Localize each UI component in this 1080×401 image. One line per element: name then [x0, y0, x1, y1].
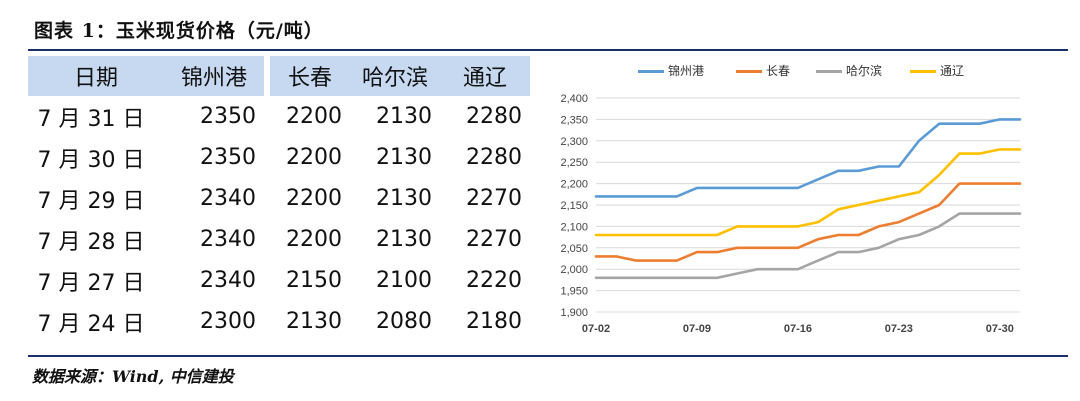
- cell-harbin: 2080: [376, 309, 432, 334]
- y-tick-label: 2,200: [560, 179, 588, 191]
- series-line-0: [594, 118, 1022, 198]
- cell-harbin: 2130: [376, 104, 432, 129]
- legend-swatch: [910, 70, 936, 73]
- legend-swatch: [638, 70, 664, 73]
- top-divider: [28, 49, 1068, 51]
- cell-tongliao: 2220: [466, 268, 522, 293]
- legend-label: 锦州港: [668, 64, 705, 78]
- cell-jinzhou: 2300: [200, 309, 256, 334]
- table-row: 7 月 27 日 2340 2150 2100 2220: [28, 260, 530, 301]
- cell-changchun: 2200: [286, 104, 342, 129]
- legend-item-jinzhou: 锦州港: [638, 62, 704, 79]
- y-tick-label: 2,100: [560, 221, 588, 233]
- cell-date: 7 月 24 日: [37, 311, 145, 337]
- legend-item-changchun: 长春: [736, 62, 790, 79]
- figure-title: 图表 1：玉米现货价格（元/吨）: [34, 20, 324, 42]
- cell-changchun: 2200: [286, 227, 342, 252]
- header-tongliao: 通辽: [440, 56, 530, 96]
- price-chart: 锦州港 长春 哈尔滨 通辽 1,900 1,950 2,000 2,050 2,100 2…: [540, 58, 1070, 348]
- legend-item-tongliao: 通辽: [910, 62, 964, 79]
- y-tick-label: 2,250: [560, 157, 588, 169]
- header-harbin: 哈尔滨: [350, 56, 440, 96]
- table-row: 7 月 30 日 2350 2200 2130 2280: [28, 137, 530, 178]
- cell-harbin: 2130: [376, 186, 432, 211]
- legend-swatch: [816, 70, 842, 73]
- x-tick-label: 07-16: [784, 323, 812, 335]
- price-table: 日期 锦州港 长春 哈尔滨 通辽 7 月 31 日 2350 2200 2130…: [28, 56, 530, 342]
- cell-changchun: 2130: [286, 309, 342, 334]
- y-tick-label: 2,000: [560, 264, 588, 276]
- cell-jinzhou: 2340: [200, 186, 256, 211]
- header-gap: [264, 56, 270, 96]
- x-tick-label: 07-30: [986, 323, 1014, 335]
- cell-harbin: 2130: [376, 145, 432, 170]
- table-row: 7 月 31 日 2350 2200 2130 2280: [28, 96, 530, 137]
- y-tick-label: 2,300: [560, 136, 588, 148]
- table-row: 7 月 24 日 2300 2130 2080 2180: [28, 301, 530, 342]
- chart-legend: 锦州港 长春 哈尔滨 通辽: [540, 58, 1070, 82]
- x-tick-label: 07-23: [885, 323, 913, 335]
- y-tick-label: 1,900: [560, 307, 588, 319]
- y-tick-label: 2,400: [560, 93, 588, 105]
- cell-jinzhou: 2340: [200, 268, 256, 293]
- cell-changchun: 2200: [286, 145, 342, 170]
- y-tick-label: 1,950: [560, 286, 588, 298]
- legend-label: 哈尔滨: [846, 64, 883, 78]
- header-changchun: 长春: [270, 56, 350, 96]
- series-line-1: [594, 182, 1022, 262]
- cell-tongliao: 2280: [466, 145, 522, 170]
- cell-jinzhou: 2350: [200, 104, 256, 129]
- cell-jinzhou: 2340: [200, 227, 256, 252]
- series-line-2: [594, 212, 1022, 280]
- cell-date: 7 月 28 日: [37, 229, 145, 255]
- cell-changchun: 2200: [286, 186, 342, 211]
- cell-tongliao: 2270: [466, 186, 522, 211]
- cell-tongliao: 2270: [466, 227, 522, 252]
- table-header-row: 日期 锦州港 长春 哈尔滨 通辽: [28, 56, 530, 96]
- cell-date: 7 月 27 日: [37, 270, 145, 296]
- cell-changchun: 2150: [286, 268, 342, 293]
- header-jinzhou: 锦州港: [164, 56, 264, 96]
- chart-plot: 1,900 1,950 2,000 2,050 2,100 2,150 2,200 2,250…: [560, 93, 1022, 335]
- y-tick-label: 2,350: [560, 114, 588, 126]
- cell-tongliao: 2180: [466, 309, 522, 334]
- cell-harbin: 2130: [376, 227, 432, 252]
- table-row: 7 月 29 日 2340 2200 2130 2270: [28, 178, 530, 219]
- bottom-divider: [28, 355, 1068, 357]
- legend-swatch: [736, 70, 762, 73]
- cell-harbin: 2100: [376, 268, 432, 293]
- x-tick-label: 07-02: [582, 323, 610, 335]
- cell-date: 7 月 31 日: [37, 106, 145, 132]
- source-note: 数据来源：Wind, 中信建投: [32, 367, 234, 386]
- legend-label: 通辽: [940, 64, 965, 78]
- y-tick-label: 2,150: [560, 200, 588, 212]
- cell-date: 7 月 29 日: [37, 188, 145, 214]
- legend-label: 长春: [766, 64, 791, 78]
- cell-tongliao: 2280: [466, 104, 522, 129]
- header-date: 日期: [28, 56, 164, 96]
- series-line-3: [594, 148, 1022, 237]
- y-tick-label: 2,050: [560, 243, 588, 255]
- table-row: 7 月 28 日 2340 2200 2130 2270: [28, 219, 530, 260]
- cell-jinzhou: 2350: [200, 145, 256, 170]
- x-tick-label: 07-09: [683, 323, 711, 335]
- cell-date: 7 月 30 日: [37, 147, 145, 173]
- legend-item-harbin: 哈尔滨: [816, 62, 882, 79]
